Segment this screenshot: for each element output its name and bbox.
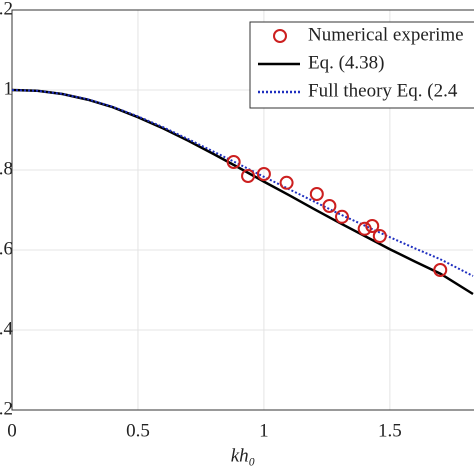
legend-label: Eq. (4.38) [308,52,385,73]
data-point [241,169,256,183]
legend-label: Numerical experime [308,24,464,45]
data-point [357,221,372,236]
data-point [433,263,448,277]
y-tick-label: 0.8 [0,158,13,179]
x-tick-label: 0.5 [126,420,150,441]
x-tick-label: 0 [7,420,17,441]
data-point [372,229,387,243]
y-tick-label: 0.6 [0,238,13,259]
legend-marker [273,29,287,43]
line [11,88,474,296]
data-point [226,155,241,169]
x-tick-label: 1 [259,420,269,441]
data-point [279,175,294,190]
y-tick-label: 0.2 [0,398,13,419]
y-tick-label: 1.2 [0,0,13,19]
y-tick-label: 0.4 [0,318,14,339]
data-point [322,199,337,213]
data-point [256,167,271,181]
legend-label: Full theory Eq. (2.4 [308,80,458,101]
data-point [365,219,380,233]
x-axis-label: kh₀ [231,445,256,466]
x-tick-label: 1.5 [378,420,402,441]
plot-frame [11,9,474,411]
data-point [335,209,350,224]
data-point [309,187,324,201]
line [11,89,474,277]
y-tick-label: 1 [4,78,14,99]
